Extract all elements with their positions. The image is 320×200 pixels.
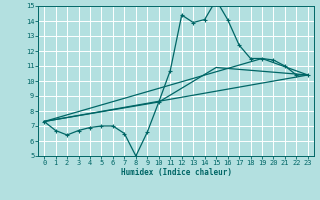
X-axis label: Humidex (Indice chaleur): Humidex (Indice chaleur) bbox=[121, 168, 231, 177]
